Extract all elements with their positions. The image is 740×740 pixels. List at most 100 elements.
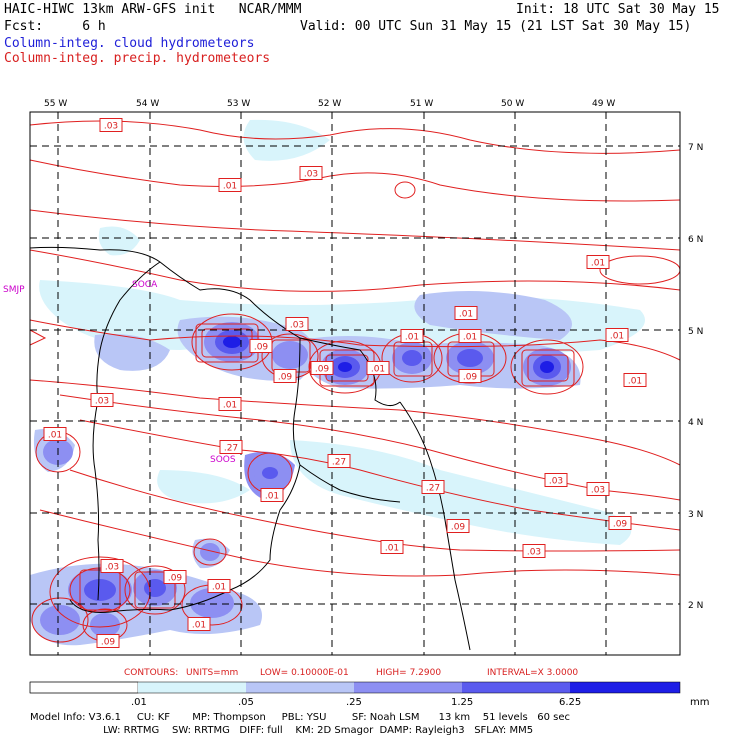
lon-tick-label: 51 W bbox=[410, 99, 433, 109]
contour-label-box bbox=[43, 427, 67, 441]
map-area: SMJP SOCA SOOS .03 .03 .01 .01 .01 .03 .01 .01.… bbox=[3, 111, 681, 656]
contour-label: .27 bbox=[332, 458, 346, 468]
lat-tick-label: 3 N bbox=[688, 510, 703, 520]
contour-label: .09 bbox=[451, 523, 466, 533]
contour-label: .03 bbox=[304, 170, 318, 180]
colorbar-seg bbox=[354, 682, 462, 693]
contour-label: .01 bbox=[192, 621, 206, 631]
lon-tick-label: 50 W bbox=[501, 99, 524, 109]
model-info-line1: Model Info: V3.6.1 CU: KF MP: Thompson P… bbox=[30, 712, 570, 723]
contour-label-box bbox=[380, 540, 404, 554]
legend-precip: Column-integ. precip. hydrometeors bbox=[4, 51, 271, 66]
contour-label-box bbox=[623, 373, 647, 387]
contour-label: .01 bbox=[265, 492, 279, 502]
colorbar-label: .01 bbox=[131, 697, 147, 708]
lon-tick-label: 54 W bbox=[136, 99, 159, 109]
contour-label: .01 bbox=[48, 431, 62, 441]
latlon-grid bbox=[30, 112, 680, 655]
contour-label-box bbox=[96, 634, 120, 648]
contour-label-box bbox=[260, 488, 284, 502]
contour-label-box bbox=[458, 369, 482, 383]
legend-cloud: Column-integ. cloud hydrometeors bbox=[4, 36, 255, 51]
contour-label: .03 bbox=[95, 397, 109, 407]
contour-label-box bbox=[586, 482, 610, 496]
contour-label-box bbox=[586, 255, 610, 269]
contour-label: .01 bbox=[223, 401, 237, 411]
contour-label-box bbox=[207, 579, 231, 593]
contour-label: .01 bbox=[385, 544, 399, 554]
colorbar-seg bbox=[570, 682, 680, 693]
contour-label: .09 bbox=[315, 365, 330, 375]
contour-label-box bbox=[218, 397, 242, 411]
contour-label: .01 bbox=[212, 583, 226, 593]
contour-label-box bbox=[163, 570, 187, 584]
contour-info-title: CONTOURS: bbox=[124, 668, 178, 678]
lat-tick-label: 4 N bbox=[688, 418, 703, 428]
header-forecast: Fcst: 6 h bbox=[4, 19, 106, 34]
contour-label-box bbox=[187, 617, 211, 631]
contour-label: .03 bbox=[527, 548, 541, 558]
contour-label-box bbox=[400, 329, 424, 343]
contour-label-box bbox=[608, 516, 632, 530]
contour-label-box bbox=[458, 329, 482, 343]
contour-label-box bbox=[522, 544, 546, 558]
contour-label: .01 bbox=[405, 333, 419, 343]
lon-tick-label: 53 W bbox=[227, 99, 250, 109]
contour-label-box bbox=[249, 339, 273, 353]
contour-label: .09 bbox=[254, 343, 269, 353]
contour-label: .09 bbox=[101, 638, 116, 648]
contour-label-box bbox=[310, 361, 334, 375]
contour-label-box bbox=[285, 317, 309, 331]
lon-tick-label: 52 W bbox=[318, 99, 341, 109]
contour-label-box bbox=[299, 166, 323, 180]
contour-label: .03 bbox=[290, 321, 304, 331]
lat-tick-label: 6 N bbox=[688, 235, 703, 245]
header-title: HAIC-HIWC 13km ARW-GFS init NCAR/MMM bbox=[4, 2, 302, 17]
contour-labels: .03 .03 .01 .01 .01 .03 .01 .01 .09 .09 .09 .01 .01.… bbox=[43, 118, 647, 648]
colorbar-unit: mm bbox=[690, 697, 709, 708]
colorbar-seg bbox=[138, 682, 246, 693]
contour-label: .01 bbox=[628, 377, 642, 387]
contour-label: .03 bbox=[105, 563, 119, 573]
contour-label: .09 bbox=[278, 373, 293, 383]
contour-label-box bbox=[366, 361, 390, 375]
stations: SMJP SOCA SOOS bbox=[3, 280, 236, 465]
contour-label: .09 bbox=[463, 373, 478, 383]
header-init: Init: 18 UTC Sat 30 May 15 bbox=[516, 2, 720, 17]
contour-info-high: HIGH= 7.2900 bbox=[376, 668, 441, 678]
colorbar-label: 6.25 bbox=[559, 697, 581, 708]
lon-tick-label: 55 W bbox=[44, 99, 67, 109]
contour-label: .01 bbox=[371, 365, 385, 375]
contour-label-box bbox=[421, 480, 445, 494]
lat-tick-label: 5 N bbox=[688, 327, 703, 337]
contour-label: .01 bbox=[463, 333, 477, 343]
colorbar: .01 .05 .25 1.25 6.25 mm bbox=[29, 681, 709, 708]
contour-label: .09 bbox=[613, 520, 628, 530]
lon-tick-label: 49 W bbox=[592, 99, 615, 109]
contour-label: .01 bbox=[223, 182, 237, 192]
colorbar-label: .05 bbox=[238, 697, 254, 708]
contour-label-box bbox=[100, 559, 124, 573]
model-info-line2: LW: RRTMG SW: RRTMG DIFF: full KM: 2D Sm… bbox=[30, 725, 534, 736]
header-valid: Valid: 00 UTC Sun 31 May 15 (21 LST Sat … bbox=[300, 19, 692, 34]
colorbar-label: .25 bbox=[346, 697, 362, 708]
contour-label: .03 bbox=[591, 486, 605, 496]
contour-label-box bbox=[605, 328, 629, 342]
contour-label-box bbox=[219, 440, 243, 454]
contour-info: CONTOURS: UNITS=mm LOW= 0.10000E-01 HIGH… bbox=[124, 668, 578, 678]
contour-label: .01 bbox=[610, 332, 624, 342]
contour-label-box bbox=[218, 178, 242, 192]
contour-label: .01 bbox=[459, 310, 473, 320]
station-label: SMJP bbox=[3, 285, 25, 295]
lat-tick-label: 7 N bbox=[688, 143, 703, 153]
contour-label-box bbox=[446, 519, 470, 533]
colorbar-seg bbox=[462, 682, 570, 693]
contour-label-box bbox=[99, 118, 123, 132]
contour-label: .03 bbox=[549, 477, 563, 487]
contour-label: .27 bbox=[224, 444, 238, 454]
contour-label: .27 bbox=[426, 484, 440, 494]
contour-label-box bbox=[273, 369, 297, 383]
contour-label: .09 bbox=[168, 574, 183, 584]
colorbar-seg bbox=[29, 681, 139, 694]
